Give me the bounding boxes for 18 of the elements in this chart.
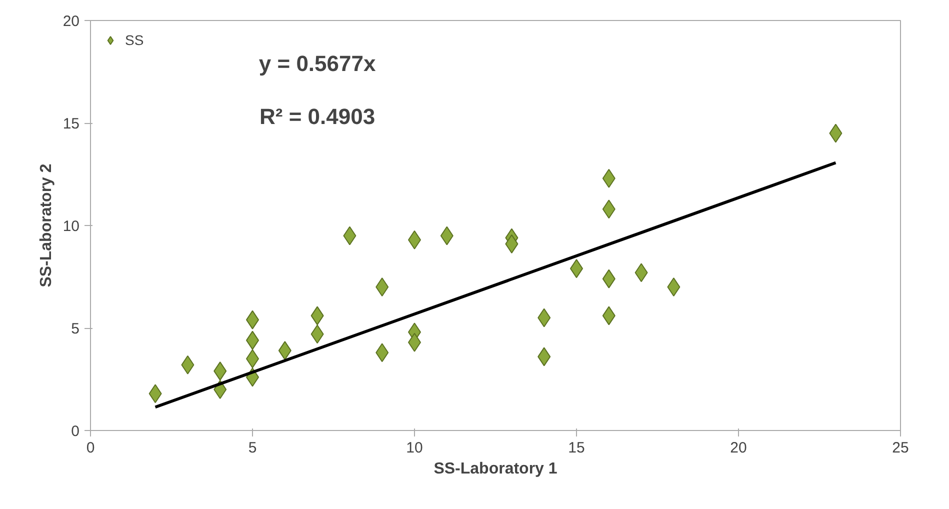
y-tick-label: 5 bbox=[71, 320, 80, 338]
y-tick-label: 15 bbox=[62, 116, 80, 132]
legend-label: SS bbox=[125, 32, 145, 48]
point bbox=[376, 278, 389, 296]
x-tick-label: 20 bbox=[730, 440, 747, 456]
x-tick-label: 5 bbox=[248, 440, 257, 456]
x-tick-label: 0 bbox=[86, 440, 95, 456]
y-tick-label: 10 bbox=[62, 218, 80, 235]
point bbox=[667, 278, 680, 296]
annotation: y = 0.5677x bbox=[258, 50, 376, 76]
x-tick-label: 10 bbox=[406, 440, 423, 456]
x-tick-label: 25 bbox=[892, 440, 909, 456]
y-tick-label: 20 bbox=[62, 13, 80, 30]
y-tick-label: 0 bbox=[71, 423, 80, 440]
x-axis-title: SS-Laboratory 1 bbox=[434, 460, 558, 478]
annotation: R² = 0.4903 bbox=[260, 104, 376, 130]
x-tick-label: 15 bbox=[568, 440, 585, 456]
y-axis-title: SS-Laboratory 2 bbox=[38, 164, 55, 288]
